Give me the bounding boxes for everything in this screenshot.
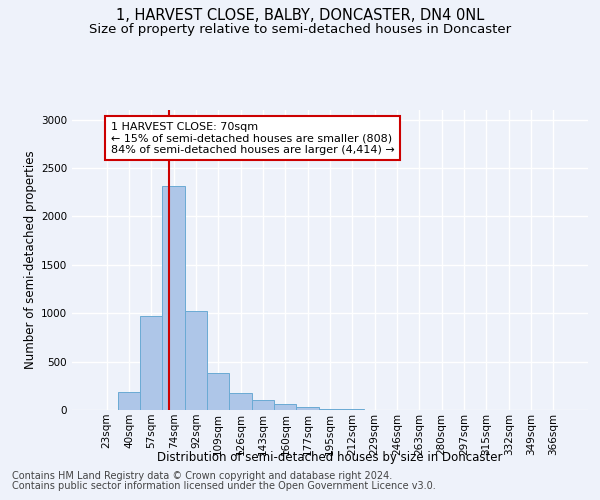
Bar <box>296 407 319 410</box>
Bar <box>229 393 252 410</box>
Bar <box>207 372 229 410</box>
Text: 1, HARVEST CLOSE, BALBY, DONCASTER, DN4 0NL: 1, HARVEST CLOSE, BALBY, DONCASTER, DN4 … <box>116 8 484 22</box>
Bar <box>274 404 296 410</box>
Text: Contains HM Land Registry data © Crown copyright and database right 2024.: Contains HM Land Registry data © Crown c… <box>12 471 392 481</box>
Text: Contains public sector information licensed under the Open Government Licence v3: Contains public sector information licen… <box>12 481 436 491</box>
Bar <box>341 409 364 410</box>
Bar <box>252 400 274 410</box>
Text: 1 HARVEST CLOSE: 70sqm
← 15% of semi-detached houses are smaller (808)
84% of se: 1 HARVEST CLOSE: 70sqm ← 15% of semi-det… <box>110 122 394 155</box>
Bar <box>118 392 140 410</box>
Bar <box>319 408 341 410</box>
Text: Size of property relative to semi-detached houses in Doncaster: Size of property relative to semi-detach… <box>89 22 511 36</box>
Text: Distribution of semi-detached houses by size in Doncaster: Distribution of semi-detached houses by … <box>157 451 503 464</box>
Bar <box>185 312 207 410</box>
Bar <box>140 316 163 410</box>
Y-axis label: Number of semi-detached properties: Number of semi-detached properties <box>24 150 37 370</box>
Bar <box>163 186 185 410</box>
